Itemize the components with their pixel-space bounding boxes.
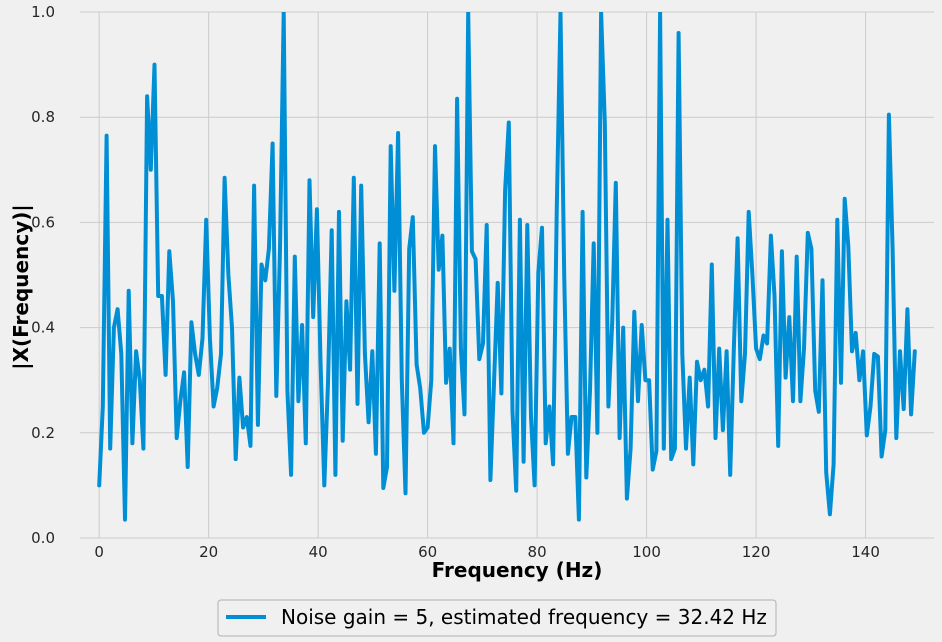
y-tick-label: 0.0 [31,529,55,547]
x-tick-label: 80 [528,543,547,561]
series-area [97,12,917,522]
y-tick-label: 0.6 [31,213,55,231]
x-tick-label: 140 [851,543,880,561]
y-axis-label: |X(Frequency)| [9,204,33,369]
x-axis-label: Frequency (Hz) [432,558,603,582]
x-tick-label: 20 [199,543,218,561]
y-tick-label: 0.8 [31,108,55,126]
legend-box [217,599,777,637]
tick-labels: 0 20 40 60 80 100 120 140 0.0 0.2 0.4 0.6 0.8 1.0 [31,3,880,561]
x-tick-label: 40 [309,543,328,561]
y-tick-label: 0.4 [31,319,55,337]
legend-label: Noise gain = 5, estimated frequency = 32… [281,605,767,629]
x-tick-label: 100 [632,543,661,561]
y-tick-label: 0.2 [31,424,55,442]
x-tick-label: 60 [418,543,437,561]
y-tick-label: 1.0 [31,3,55,21]
x-tick-label: 0 [94,543,104,561]
x-tick-label: 120 [742,543,771,561]
legend: Noise gain = 5, estimated frequency = 32… [217,599,777,637]
series-line [97,12,917,522]
